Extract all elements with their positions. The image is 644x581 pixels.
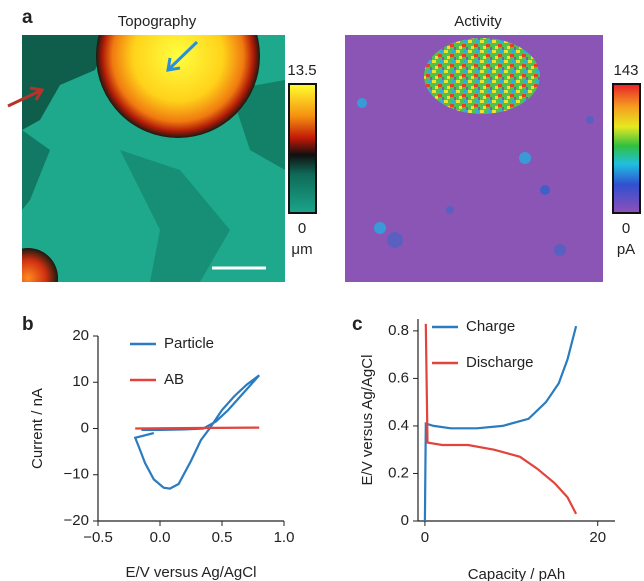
panel-letter: a bbox=[22, 7, 33, 28]
y-tick-label: 0.2 bbox=[388, 464, 409, 481]
colorbar-unit: μm bbox=[291, 241, 312, 258]
series-line bbox=[133, 374, 261, 490]
series-line bbox=[423, 325, 578, 522]
x-tick-label: 0.0 bbox=[150, 529, 171, 546]
x-tick-label: −0.5 bbox=[83, 529, 113, 546]
colorbar-unit: pA bbox=[617, 241, 635, 258]
panel-letter: c bbox=[352, 314, 363, 335]
y-tick-label: 10 bbox=[72, 373, 89, 390]
y-tick-label: 0 bbox=[81, 419, 89, 436]
arrows bbox=[7, 40, 199, 108]
y-axis-label: E/V versus Ag/AgCl bbox=[359, 355, 376, 486]
legend-label: Charge bbox=[466, 318, 515, 335]
y-tick-label: 0 bbox=[401, 512, 409, 529]
y-tick-label: −10 bbox=[64, 466, 89, 483]
image-title: Activity bbox=[454, 13, 502, 30]
legend-label: AB bbox=[164, 371, 184, 388]
x-tick-label: 20 bbox=[589, 529, 606, 546]
x-axis-label: Capacity / pAh bbox=[468, 566, 566, 581]
series-line bbox=[424, 323, 578, 515]
x-tick-label: 1.0 bbox=[274, 529, 295, 546]
series-line bbox=[135, 426, 260, 430]
x-tick-label: 0 bbox=[421, 529, 429, 546]
colorbar bbox=[612, 83, 641, 214]
image-title: Topography bbox=[118, 13, 197, 30]
y-tick-label: −20 bbox=[64, 512, 89, 529]
y-axis-label: Current / nA bbox=[29, 388, 46, 469]
legend-label: Discharge bbox=[466, 354, 534, 371]
colorbar bbox=[288, 83, 317, 214]
y-tick-label: 20 bbox=[72, 327, 89, 344]
y-tick-label: 0.4 bbox=[388, 417, 409, 434]
x-axis-label: E/V versus Ag/AgCl bbox=[126, 564, 257, 581]
y-tick-label: 0.6 bbox=[388, 369, 409, 386]
x-tick-label: 0.5 bbox=[212, 529, 233, 546]
colorbar-tick-label: 13.5 bbox=[287, 62, 316, 79]
topography-image bbox=[22, 35, 285, 282]
colorbar-tick-label: 143 bbox=[613, 62, 638, 79]
activity-image bbox=[345, 35, 603, 282]
colorbar-tick-label: 0 bbox=[622, 220, 630, 237]
colorbar-tick-label: 0 bbox=[298, 220, 306, 237]
panel-letter: b bbox=[22, 314, 34, 335]
legend-label: Particle bbox=[164, 335, 214, 352]
y-tick-label: 0.8 bbox=[388, 322, 409, 339]
